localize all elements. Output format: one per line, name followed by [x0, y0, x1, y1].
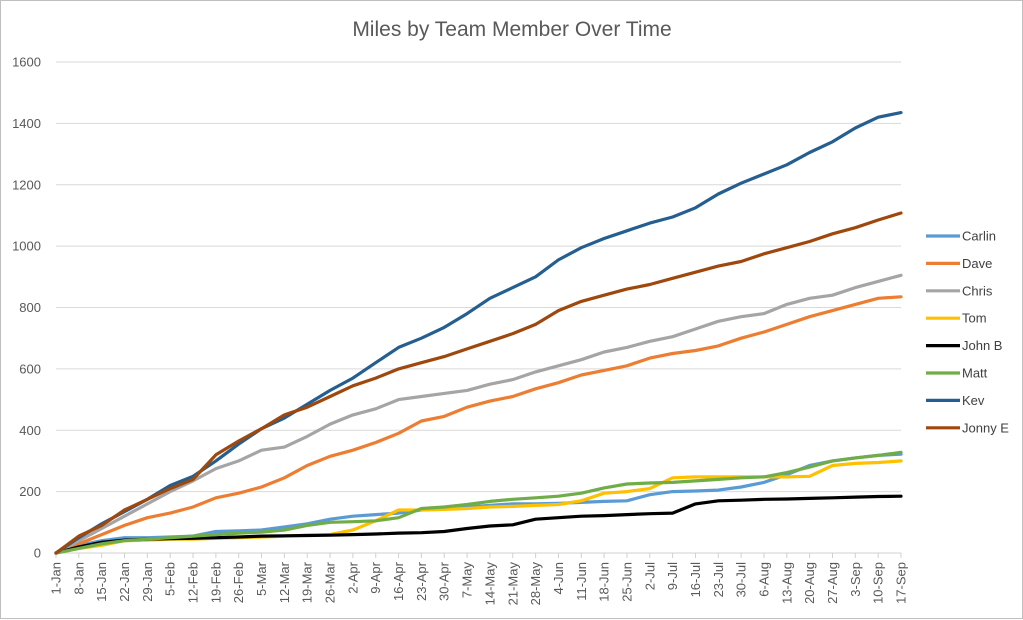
- x-tick-label: 28-May: [528, 562, 543, 606]
- legend-label: Dave: [962, 256, 992, 271]
- y-tick-label: 800: [19, 300, 41, 315]
- x-tick-label: 29-Jan: [140, 562, 155, 602]
- legend-item-kev: Kev: [926, 393, 985, 408]
- y-tick-label: 1600: [12, 55, 41, 70]
- chart-title: Miles by Team Member Over Time: [352, 18, 671, 41]
- y-tick-label: 1000: [12, 239, 41, 254]
- x-tick-label: 2-Jul: [642, 562, 657, 590]
- y-tick-label: 0: [34, 546, 41, 561]
- x-tick-label: 25-Jun: [619, 562, 634, 602]
- x-tick-label: 13-Aug: [779, 562, 794, 604]
- x-tick-label: 6-Aug: [756, 562, 771, 597]
- x-tick-label: 7-May: [460, 562, 475, 599]
- x-tick-label: 16-Jul: [688, 562, 703, 598]
- x-tick-label: 30-Apr: [437, 561, 452, 601]
- x-tick-label: 11-Jun: [574, 562, 589, 601]
- x-tick-label: 9-Jul: [665, 562, 680, 590]
- series-line-john-b: [54, 494, 903, 555]
- legend-item-tom: Tom: [926, 311, 987, 326]
- legend-item-carlin: Carlin: [926, 229, 996, 244]
- x-tick-label: 16-Apr: [391, 561, 406, 601]
- legend: Carlin Dave Chris Tom John B Matt Kev Jonny E: [926, 229, 1009, 435]
- legend-label: Kev: [962, 393, 985, 408]
- x-tick-label: 19-Mar: [300, 561, 315, 603]
- legend-label: Carlin: [962, 229, 996, 244]
- y-tick-label: 200: [19, 484, 41, 499]
- x-tick-label: 17-Sep: [894, 562, 909, 604]
- series-line-dave: [54, 295, 903, 555]
- x-axis: 1-Jan 8-Jan 15-Jan 22-Jan 29-Jan 5-Feb 12-Feb 1…: [49, 553, 909, 605]
- y-tick-label: 1200: [12, 177, 41, 192]
- legend-label: Jonny E: [962, 420, 1009, 435]
- x-tick-label: 23-Jul: [711, 562, 726, 598]
- y-tick-label: 600: [19, 361, 41, 376]
- x-tick-label: 1-Jan: [49, 562, 64, 595]
- legend-label: Chris: [962, 283, 993, 298]
- series-line-jonny-e: [54, 211, 903, 555]
- x-tick-label: 26-Feb: [231, 562, 246, 603]
- x-tick-label: 22-Jan: [117, 562, 132, 602]
- x-tick-label: 14-May: [482, 562, 497, 606]
- x-tick-label: 23-Apr: [414, 561, 429, 601]
- series-line-matt: [54, 450, 903, 555]
- x-tick-label: 10-Sep: [871, 562, 886, 604]
- x-tick-label: 8-Jan: [71, 562, 86, 595]
- legend-label: Matt: [962, 366, 988, 381]
- x-tick-label: 21-May: [505, 562, 520, 606]
- x-tick-label: 15-Jan: [94, 562, 109, 602]
- x-tick-label: 19-Feb: [208, 562, 223, 603]
- x-tick-label: 12-Mar: [277, 561, 292, 603]
- legend-item-matt: Matt: [926, 366, 988, 381]
- x-tick-label: 5-Mar: [254, 561, 269, 596]
- x-tick-label: 5-Feb: [163, 562, 178, 596]
- x-tick-label: 27-Aug: [825, 562, 840, 604]
- x-tick-label: 3-Sep: [848, 562, 863, 597]
- series-lines: [54, 110, 903, 555]
- x-tick-label: 2-Apr: [345, 561, 360, 593]
- legend-label: Tom: [962, 311, 987, 326]
- legend-item-dave: Dave: [926, 256, 992, 271]
- legend-item-john-b: John B: [926, 338, 1002, 353]
- series-line-chris: [54, 273, 903, 555]
- legend-item-jonny-e: Jonny E: [926, 420, 1009, 435]
- x-tick-label: 4-Jun: [551, 562, 566, 595]
- x-tick-label: 20-Aug: [802, 562, 817, 604]
- legend-label: John B: [962, 338, 1002, 353]
- y-tick-label: 1400: [12, 116, 41, 131]
- x-tick-label: 30-Jul: [734, 562, 749, 598]
- x-tick-label: 9-Apr: [368, 561, 383, 593]
- legend-item-chris: Chris: [926, 283, 993, 298]
- x-tick-label: 26-Mar: [323, 561, 338, 603]
- y-axis: 0 200 400 600 800 1000 1200 1400 1600: [12, 55, 41, 561]
- x-tick-label: 18-Jun: [597, 562, 612, 602]
- y-tick-label: 400: [19, 423, 41, 438]
- x-tick-label: 12-Feb: [186, 562, 201, 603]
